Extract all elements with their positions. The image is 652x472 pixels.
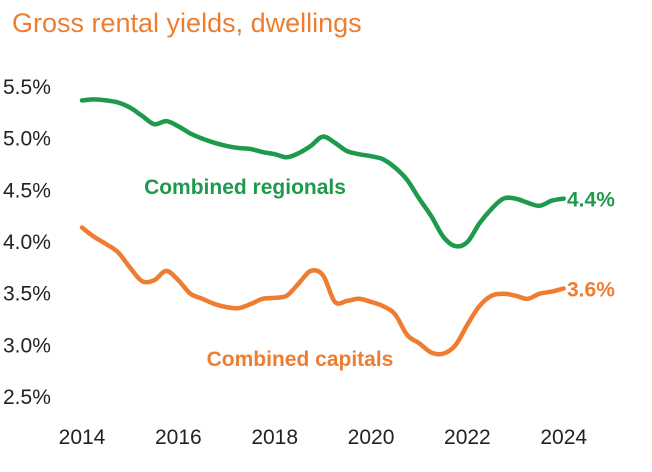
y-tick-label: 5.5% <box>3 76 51 99</box>
x-tick-label: 2018 <box>251 426 298 449</box>
series-label-combined-regionals: Combined regionals <box>144 176 346 199</box>
series-layer <box>79 97 566 357</box>
x-tick-label: 2014 <box>59 426 106 449</box>
y-tick-label: 4.5% <box>3 179 51 202</box>
y-tick-label: 4.0% <box>3 231 51 254</box>
end-value-label-combined-capitals: 3.6% <box>567 279 615 302</box>
x-tick-label: 2016 <box>155 426 202 449</box>
x-tick-label: 2024 <box>540 426 587 449</box>
end-value-label-combined-regionals: 4.4% <box>567 189 615 212</box>
y-axis: 2.5% 3.0% 3.5% 4.0% 4.5% 5.0% 5.5% <box>3 76 51 409</box>
y-tick-label: 2.5% <box>3 386 51 409</box>
series-label-combined-capitals: Combined capitals <box>207 348 394 371</box>
series-line-combined-capitals <box>79 225 566 357</box>
series-line-combined-regionals <box>79 97 566 249</box>
chart-title: Gross rental yields, dwellings <box>12 8 362 38</box>
x-axis: 2014 2016 2018 2020 2022 2024 <box>59 426 588 449</box>
y-tick-label: 3.5% <box>3 283 51 306</box>
x-tick-label: 2022 <box>444 426 491 449</box>
x-tick-label: 2020 <box>348 426 395 449</box>
y-tick-label: 5.0% <box>3 128 51 151</box>
y-tick-label: 3.0% <box>3 334 51 357</box>
label-layer: Combined regionals 4.4% Combined capitals 3… <box>144 176 615 371</box>
